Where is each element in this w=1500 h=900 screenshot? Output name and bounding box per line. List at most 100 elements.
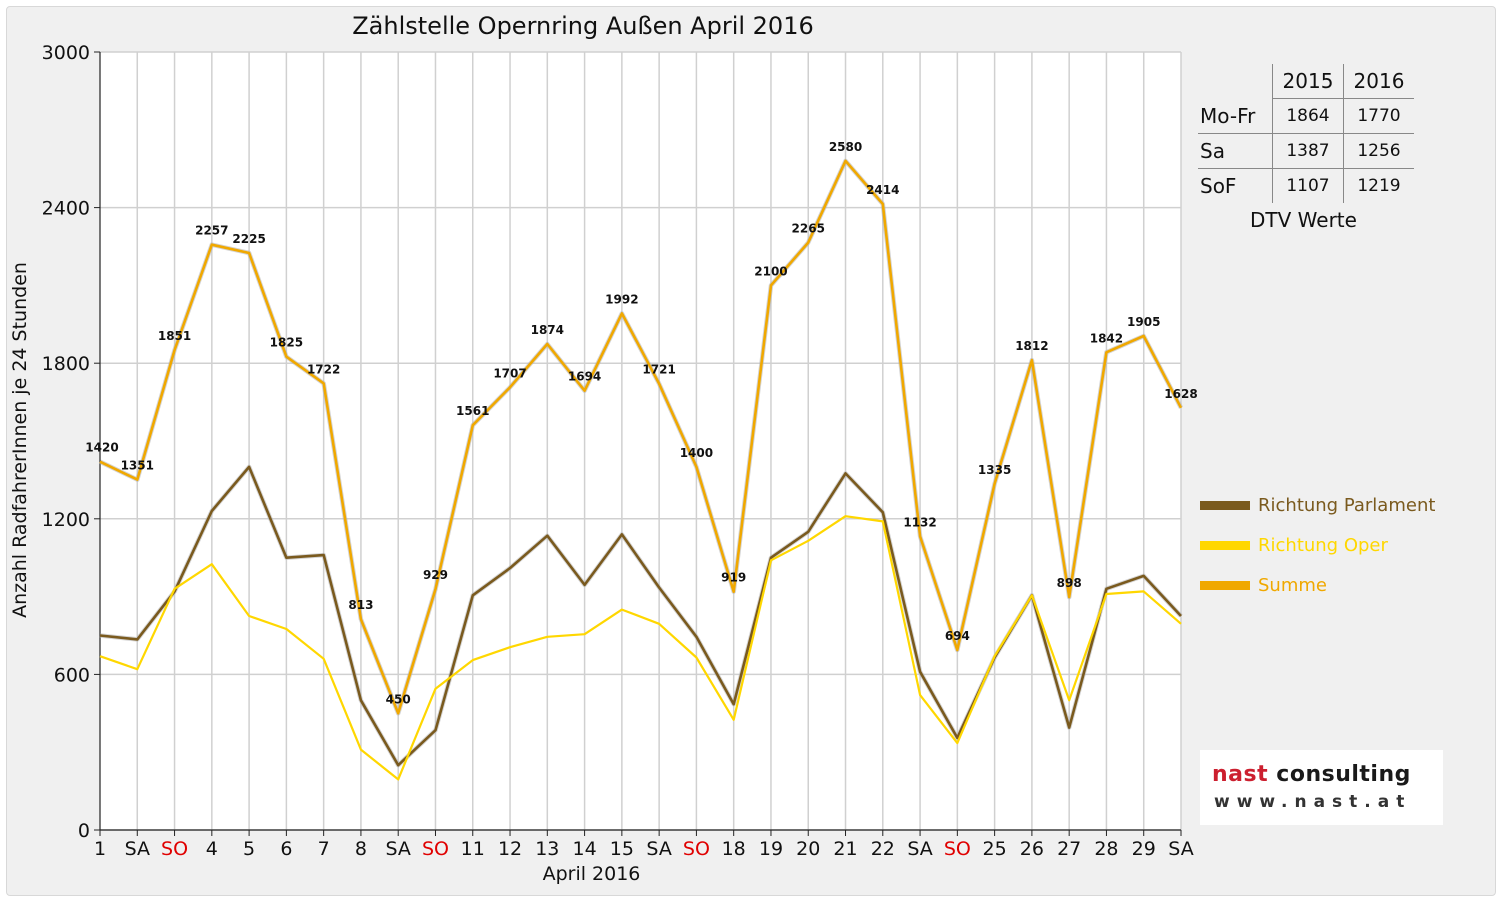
x-tick-label: 22	[871, 838, 895, 860]
dtv-cell: 1256	[1343, 133, 1414, 169]
x-tick-label: 7	[318, 838, 330, 860]
legend-label: Richtung Parlament	[1258, 494, 1436, 516]
x-tick-label: 29	[1132, 838, 1156, 860]
data-label: 2580	[829, 140, 862, 154]
y-tick-label: 1200	[42, 509, 90, 531]
legend-item-oper: Richtung Oper	[1200, 534, 1388, 556]
data-label: 1707	[493, 366, 526, 380]
x-tick-label: 18	[722, 838, 746, 860]
data-label: 929	[423, 568, 448, 582]
series-line-summe	[99, 159, 1183, 715]
data-label: 1721	[642, 363, 675, 377]
dtv-row: Mo-Fr 1864 1770	[1198, 98, 1414, 134]
x-tick-label: 26	[1020, 838, 1044, 860]
data-label: 919	[721, 571, 746, 585]
data-label: 2257	[195, 224, 228, 238]
x-tick-label: SA	[907, 838, 932, 860]
dtv-cell: 1219	[1343, 168, 1414, 203]
logo-name: nast consulting	[1212, 762, 1411, 787]
y-tick-label: 1800	[42, 353, 90, 375]
data-label: 1351	[121, 459, 154, 473]
dtv-row-label: Mo-Fr	[1198, 98, 1273, 134]
x-tick-label: 21	[833, 838, 857, 860]
x-tick-label: 13	[535, 838, 559, 860]
data-label: 1561	[456, 404, 489, 418]
dtv-caption: DTV Werte	[1250, 208, 1357, 232]
x-tick-label: SA	[385, 838, 410, 860]
logo-website: www.nast.at	[1214, 792, 1412, 812]
x-tick-label: SO	[683, 838, 710, 860]
y-tick-label: 600	[54, 664, 90, 686]
axes: 0 600 1200 1800 2400 3000 1 SA SO 4 5 6 7 8 SA SO 11 12 13…	[42, 42, 1194, 860]
x-tick-label: 5	[243, 838, 255, 860]
data-label: 1851	[158, 329, 191, 343]
dtv-col-header: 2015	[1272, 64, 1344, 99]
x-tick-label: SO	[422, 838, 449, 860]
x-tick-label: SO	[161, 838, 188, 860]
data-label: 2265	[792, 222, 825, 236]
dtv-col-header: 2016	[1343, 64, 1414, 99]
x-axis-title: April 2016	[542, 863, 641, 885]
logo-name-part2: consulting	[1268, 762, 1411, 787]
data-label: 1694	[568, 370, 601, 384]
dtv-row-label: Sa	[1198, 133, 1273, 169]
data-label: 1628	[1164, 387, 1197, 401]
x-tick-label: 19	[759, 838, 783, 860]
data-label: 1842	[1090, 331, 1123, 345]
legend-item-summe: Summe	[1200, 574, 1327, 596]
data-label: 1812	[1015, 339, 1048, 353]
dtv-corner-cell	[1198, 64, 1273, 99]
legend-label: Summe	[1258, 574, 1327, 596]
x-tick-label: 20	[796, 838, 820, 860]
data-label: 1825	[270, 336, 303, 350]
data-label: 2414	[866, 183, 899, 197]
dtv-row: Sa 1387 1256	[1198, 133, 1414, 169]
company-logo: nast consulting www.nast.at	[1200, 750, 1443, 825]
plot-area	[100, 52, 1181, 830]
data-label: 694	[945, 629, 970, 643]
legend-item-parlament: Richtung Parlament	[1200, 494, 1435, 516]
data-label: 1132	[903, 515, 936, 529]
dtv-cell: 1387	[1272, 133, 1344, 169]
dtv-table: 2015 2016 Mo-Fr 1864 1770 Sa 1387 1256 S…	[1198, 64, 1414, 203]
series-line-oper	[99, 515, 1182, 781]
data-label: 1420	[85, 441, 118, 455]
data-label: 1874	[531, 323, 564, 337]
dtv-row-label: SoF	[1200, 174, 1237, 198]
legend-swatch	[1200, 540, 1250, 550]
data-label: 2100	[754, 264, 787, 278]
legend-label: Richtung Oper	[1258, 534, 1388, 556]
dtv-row: SoF 1107 1219	[1198, 168, 1414, 203]
x-tick-label: SA	[646, 838, 671, 860]
dtv-cell: 1770	[1343, 98, 1414, 134]
x-tick-label: 4	[206, 838, 218, 860]
x-tick-label: 6	[280, 838, 292, 860]
y-tick-label: 0	[78, 820, 90, 842]
y-tick-label: 3000	[42, 42, 90, 64]
y-axis-title: Anzahl RadfahrerInnen je 24 Stunden	[9, 262, 31, 618]
x-tick-label: 1	[94, 838, 106, 860]
x-tick-label: 12	[498, 838, 522, 860]
x-tick-label: 25	[983, 838, 1007, 860]
data-label: 1905	[1127, 315, 1160, 329]
dtv-cell: 1864	[1272, 98, 1344, 134]
data-label: 1400	[680, 446, 713, 460]
data-label: 1335	[978, 463, 1011, 477]
x-tick-label: 15	[610, 838, 634, 860]
series-lines	[99, 158, 1183, 781]
x-tick-label: 11	[461, 838, 485, 860]
data-label: 450	[386, 692, 411, 706]
data-label: 1992	[605, 292, 638, 306]
chart-title: Zählstelle Opernring Außen April 2016	[352, 12, 814, 40]
dtv-cell: 1107	[1272, 168, 1344, 203]
data-label: 898	[1057, 576, 1082, 590]
dtv-header-row: 2015 2016	[1198, 64, 1414, 99]
data-label: 813	[348, 598, 373, 612]
data-label: 1722	[307, 362, 340, 376]
x-tick-label: SA	[125, 838, 150, 860]
x-tick-label: 8	[355, 838, 367, 860]
x-tick-label: 27	[1057, 838, 1081, 860]
x-tick-label: 14	[572, 838, 596, 860]
